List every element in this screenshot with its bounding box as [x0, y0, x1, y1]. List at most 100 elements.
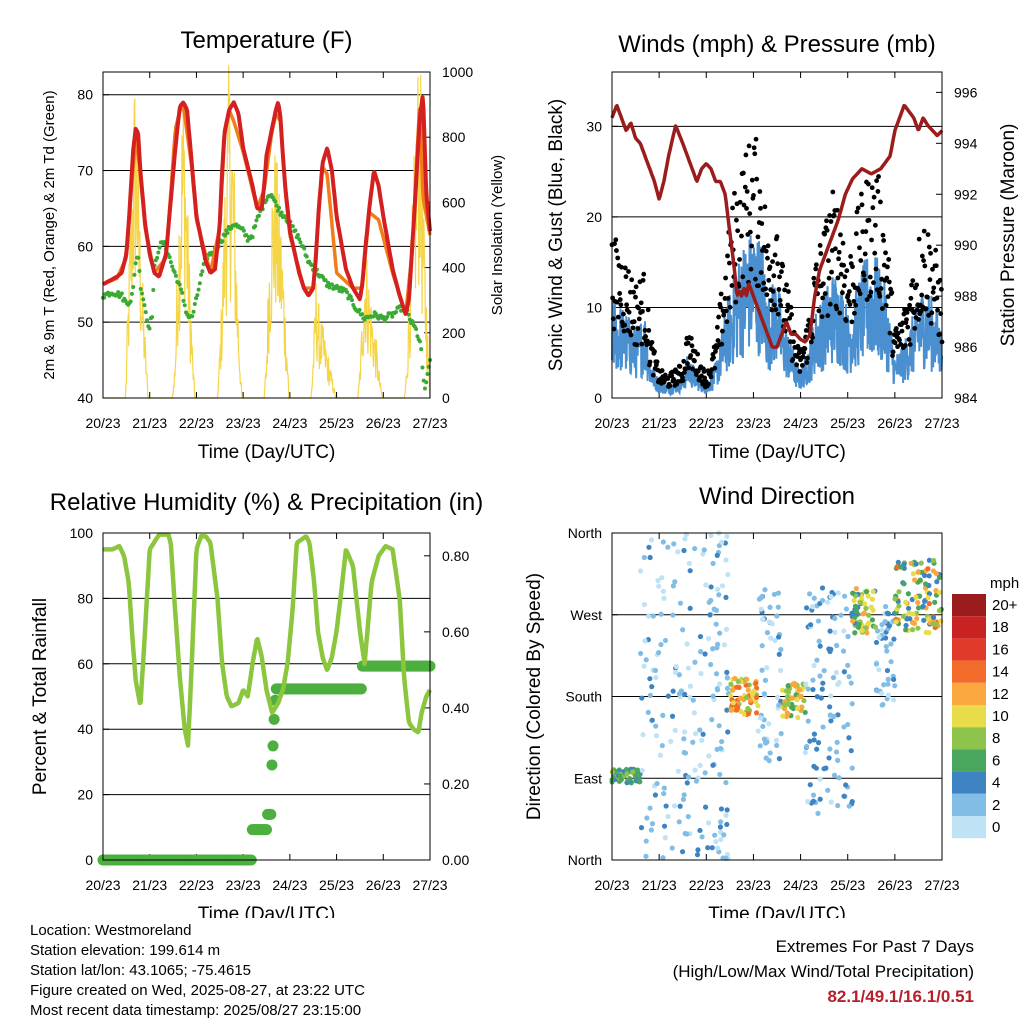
direction-point	[809, 603, 816, 610]
gust-point	[623, 274, 629, 280]
direction-point	[776, 651, 782, 657]
gust-point	[804, 360, 810, 365]
gust-point	[822, 291, 828, 296]
legend-label: 10	[992, 708, 1009, 725]
direction-point	[724, 807, 730, 813]
gust-point	[741, 202, 747, 208]
direction-point	[645, 613, 652, 619]
gust-point	[645, 307, 651, 313]
gust-point	[794, 354, 800, 359]
gust-point	[914, 282, 920, 288]
direction-point	[660, 588, 666, 595]
direction-point	[835, 590, 841, 596]
gust-point	[708, 374, 714, 380]
gust-point	[743, 152, 749, 158]
x-tick-label: 26/23	[366, 415, 401, 431]
dewpoint-point	[178, 287, 183, 292]
precip-point	[261, 824, 272, 836]
direction-point	[657, 752, 663, 758]
x-tick-label: 24/23	[783, 877, 818, 893]
gust-point	[702, 375, 708, 381]
y-tick-label-right: 1000	[442, 64, 473, 80]
direction-point	[873, 639, 880, 646]
direction-point	[710, 693, 716, 699]
direction-point	[921, 572, 928, 579]
dewpoint-point	[293, 228, 298, 233]
direction-point	[685, 665, 691, 671]
gust-point	[907, 302, 913, 308]
gust-point	[921, 258, 926, 263]
gust-point	[850, 264, 855, 270]
gust-point	[643, 334, 649, 339]
gust-point	[715, 338, 721, 343]
direction-point	[869, 617, 876, 623]
y-tick-label: 70	[77, 163, 93, 179]
direction-point	[801, 697, 807, 704]
gust-point	[739, 233, 744, 239]
precip-point	[266, 759, 278, 771]
direction-point	[643, 657, 649, 663]
gust-point	[811, 275, 817, 281]
direction-point	[885, 681, 891, 687]
direction-point	[830, 675, 837, 681]
dewpoint-point	[136, 255, 141, 260]
direction-point	[803, 605, 810, 611]
direction-point	[896, 589, 902, 595]
y-tick-label-right: 994	[954, 135, 978, 151]
direction-point	[759, 616, 766, 623]
direction-point	[803, 681, 809, 687]
gust-point	[776, 287, 782, 292]
direction-point	[660, 712, 666, 718]
direction-point	[914, 615, 920, 622]
gust-point	[732, 190, 737, 196]
direction-point	[882, 635, 889, 641]
x-tick-label: 25/23	[319, 415, 354, 431]
x-axis-label: Time (Day/UTC)	[198, 904, 336, 918]
gust-point	[905, 306, 911, 312]
gust-point	[765, 243, 771, 249]
y-tick-label-right: 996	[954, 84, 978, 100]
direction-point	[721, 832, 727, 838]
direction-point	[846, 674, 852, 680]
gust-point	[872, 250, 878, 256]
direction-point	[891, 676, 897, 683]
direction-point	[723, 557, 729, 563]
direction-point	[697, 633, 704, 640]
x-tick-label: 27/23	[924, 877, 959, 893]
gust-point	[617, 291, 623, 296]
gust-point	[628, 332, 634, 338]
gust-point	[677, 364, 683, 369]
direction-point	[694, 852, 701, 858]
gust-point	[737, 257, 742, 262]
direction-point	[647, 692, 653, 699]
dewpoint-point	[170, 264, 175, 269]
gust-point	[671, 378, 677, 384]
gust-point	[871, 194, 877, 200]
direction-point	[815, 740, 822, 746]
gust-point	[638, 300, 644, 306]
gust-point	[874, 178, 880, 184]
direction-point	[777, 667, 784, 674]
y-tick-label-right: 0.20	[442, 776, 469, 792]
gust-point	[886, 279, 892, 285]
gust-point	[870, 205, 876, 211]
direction-point	[725, 571, 731, 578]
direction-point	[723, 812, 729, 818]
direction-point	[832, 629, 838, 636]
gust-point	[923, 306, 929, 312]
gust-point	[890, 349, 896, 355]
direction-point	[647, 805, 653, 811]
gust-point	[747, 229, 753, 235]
gust-point	[818, 251, 824, 256]
gust-point	[759, 221, 765, 226]
gust-point	[756, 283, 761, 289]
direction-point	[730, 700, 736, 706]
direction-point	[852, 630, 858, 636]
gust-point	[889, 290, 895, 295]
x-tick-label: 23/23	[226, 415, 261, 431]
dewpoint-point	[422, 386, 427, 391]
direction-point	[810, 686, 816, 693]
direction-point	[671, 803, 678, 809]
direction-point	[724, 685, 730, 692]
chart-title: Relative Humidity (%) & Precipitation (i…	[50, 489, 483, 516]
